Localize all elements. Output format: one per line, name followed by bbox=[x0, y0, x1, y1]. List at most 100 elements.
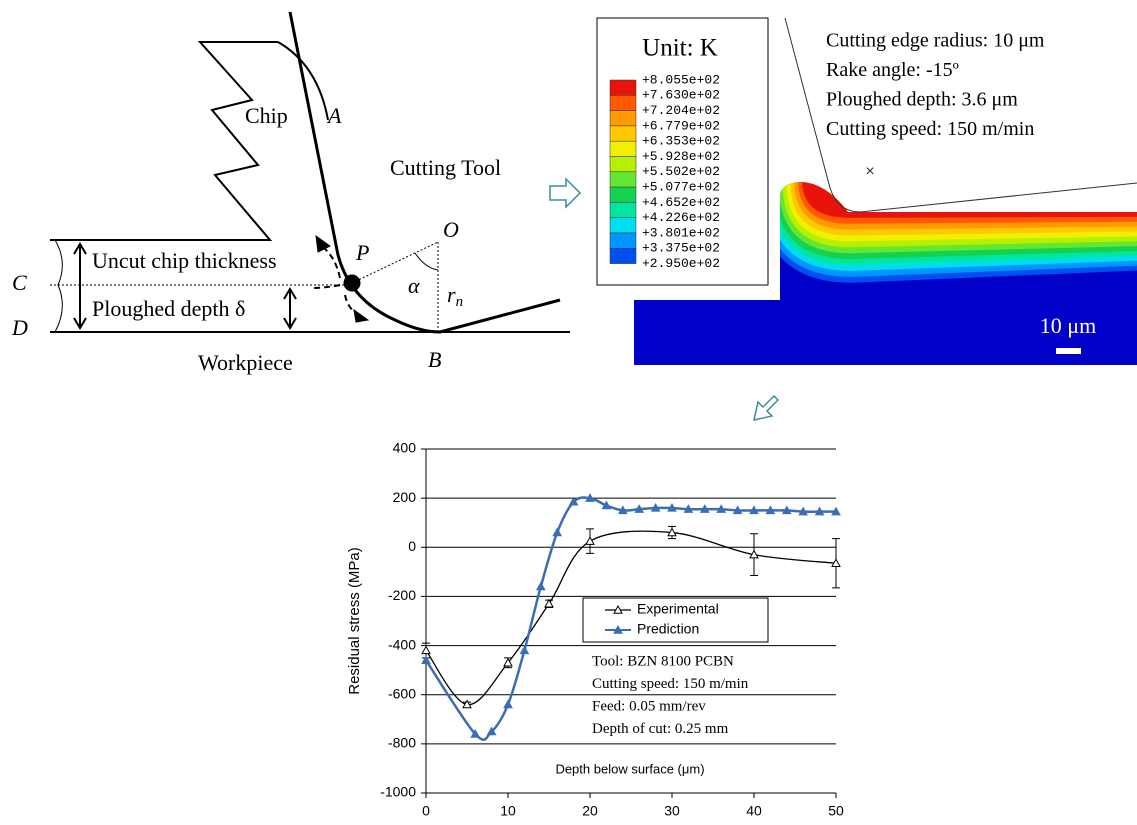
y-tick-label: -1000 bbox=[380, 784, 416, 800]
data-point bbox=[486, 726, 497, 736]
data-point bbox=[699, 504, 710, 513]
legend-value: +7.630e+02 bbox=[642, 88, 720, 103]
legend-value: +2.950e+02 bbox=[642, 256, 720, 271]
legend-value: +5.928e+02 bbox=[642, 149, 720, 164]
brace bbox=[54, 239, 63, 333]
annotation: Tool: BZN 8100 PCBN bbox=[592, 653, 734, 669]
legend-value: +4.226e+02 bbox=[642, 210, 720, 225]
point-a: A bbox=[326, 103, 342, 128]
data-point bbox=[634, 504, 645, 513]
data-point bbox=[749, 505, 759, 515]
y-tick-label: 0 bbox=[408, 538, 416, 554]
legend-box bbox=[582, 597, 769, 643]
arrow-down bbox=[753, 394, 780, 421]
workpiece-label: Workpiece bbox=[198, 350, 293, 375]
data-point bbox=[749, 549, 759, 559]
chip-outline bbox=[50, 41, 278, 241]
bands bbox=[759, 182, 1137, 283]
temperature-band bbox=[802, 182, 1137, 218]
x-tick-label: 10 bbox=[500, 803, 516, 819]
alpha-arc bbox=[414, 252, 439, 271]
chip-back bbox=[277, 41, 329, 121]
point-p-label: P bbox=[355, 240, 369, 265]
data-point bbox=[503, 657, 513, 667]
legend-value: +6.353e+02 bbox=[642, 134, 720, 149]
data-point bbox=[667, 502, 677, 512]
legend-title: Unit: K bbox=[642, 35, 718, 62]
y-tick-label: -400 bbox=[388, 636, 416, 652]
tool-center: × bbox=[865, 163, 874, 180]
y-tick-label: 400 bbox=[393, 440, 417, 456]
y-axis-label: Residual stress (MPa) bbox=[346, 547, 363, 695]
data-point bbox=[781, 505, 792, 515]
data-point bbox=[683, 504, 694, 513]
legend-label: Prediction bbox=[637, 621, 699, 637]
legend-swatch bbox=[609, 202, 637, 218]
x-tick-label: 20 bbox=[582, 803, 598, 819]
data-point bbox=[601, 500, 612, 510]
x-tick-label: 0 bbox=[422, 803, 430, 819]
data-point bbox=[617, 505, 628, 515]
data-point bbox=[544, 598, 554, 608]
legend-value: +5.502e+02 bbox=[642, 164, 720, 179]
legend-value: +7.204e+02 bbox=[642, 103, 720, 118]
data-point bbox=[765, 505, 776, 515]
scale-bar bbox=[1056, 348, 1081, 354]
flow-down bbox=[344, 294, 361, 316]
y-tick-label: -200 bbox=[388, 587, 416, 603]
data-point bbox=[421, 655, 431, 665]
flow-down-head bbox=[353, 308, 370, 323]
data-point bbox=[716, 504, 727, 513]
level-c-label: C bbox=[12, 270, 27, 295]
y-tick-label: -600 bbox=[388, 685, 416, 701]
uncut-label: Uncut chip thickness bbox=[92, 248, 277, 273]
flow-up-head bbox=[315, 234, 331, 253]
radius-sub: n bbox=[456, 294, 464, 310]
x-tick-label: 50 bbox=[828, 803, 844, 819]
legend-swatch bbox=[609, 125, 637, 142]
note: Cutting speed: 150 m/min bbox=[826, 118, 1034, 140]
radius-r: r bbox=[447, 282, 456, 307]
note: Ploughed depth: 3.6 μm bbox=[826, 89, 1018, 111]
point-o: O bbox=[443, 217, 459, 242]
legend-swatch bbox=[609, 156, 637, 173]
note: Cutting edge radius: 10 μm bbox=[826, 30, 1045, 52]
legend-value: +4.652e+02 bbox=[642, 195, 720, 210]
point-p bbox=[343, 274, 361, 292]
chart: Residual stress (MPa) Depth below surfac… bbox=[346, 440, 844, 819]
thickness-arrow bbox=[73, 242, 87, 330]
data-point bbox=[519, 645, 530, 655]
legend-label: Experimental bbox=[637, 601, 719, 617]
legend-value: +8.055e+02 bbox=[642, 72, 720, 87]
data-point bbox=[552, 527, 563, 537]
legend-swatch bbox=[609, 248, 637, 264]
legend-value: +5.077e+02 bbox=[642, 180, 720, 195]
series-line bbox=[425, 530, 837, 706]
legend-swatch bbox=[609, 217, 637, 234]
x-tick-label: 30 bbox=[664, 803, 680, 819]
data-point bbox=[798, 506, 809, 516]
data-point bbox=[732, 505, 743, 515]
contour-panel: × Unit: K +8.055e+02+7.630e+02+7.204e+02… bbox=[596, 17, 1137, 365]
data-point bbox=[585, 536, 595, 545]
legend-marker bbox=[613, 604, 623, 614]
legend-swatch bbox=[609, 110, 637, 127]
depth-arrow bbox=[283, 287, 297, 330]
data-point bbox=[470, 728, 481, 738]
legend-marker bbox=[613, 624, 623, 634]
data-point bbox=[831, 506, 841, 516]
y-tick-label: 200 bbox=[393, 489, 417, 505]
legend-swatch bbox=[609, 171, 637, 188]
legend-swatch bbox=[609, 232, 637, 249]
x-axis-label: Depth below surface (μm) bbox=[555, 761, 704, 776]
tool-label: Cutting Tool bbox=[390, 155, 501, 180]
data-point bbox=[814, 506, 825, 516]
data-point bbox=[568, 496, 579, 506]
data-point bbox=[585, 493, 595, 502]
data-point bbox=[535, 581, 546, 591]
note: Rake angle: -15º bbox=[826, 59, 959, 81]
diagram: Chip A Cutting Tool P O α rn Uncut chip … bbox=[11, 11, 570, 375]
flow-up bbox=[319, 244, 341, 279]
